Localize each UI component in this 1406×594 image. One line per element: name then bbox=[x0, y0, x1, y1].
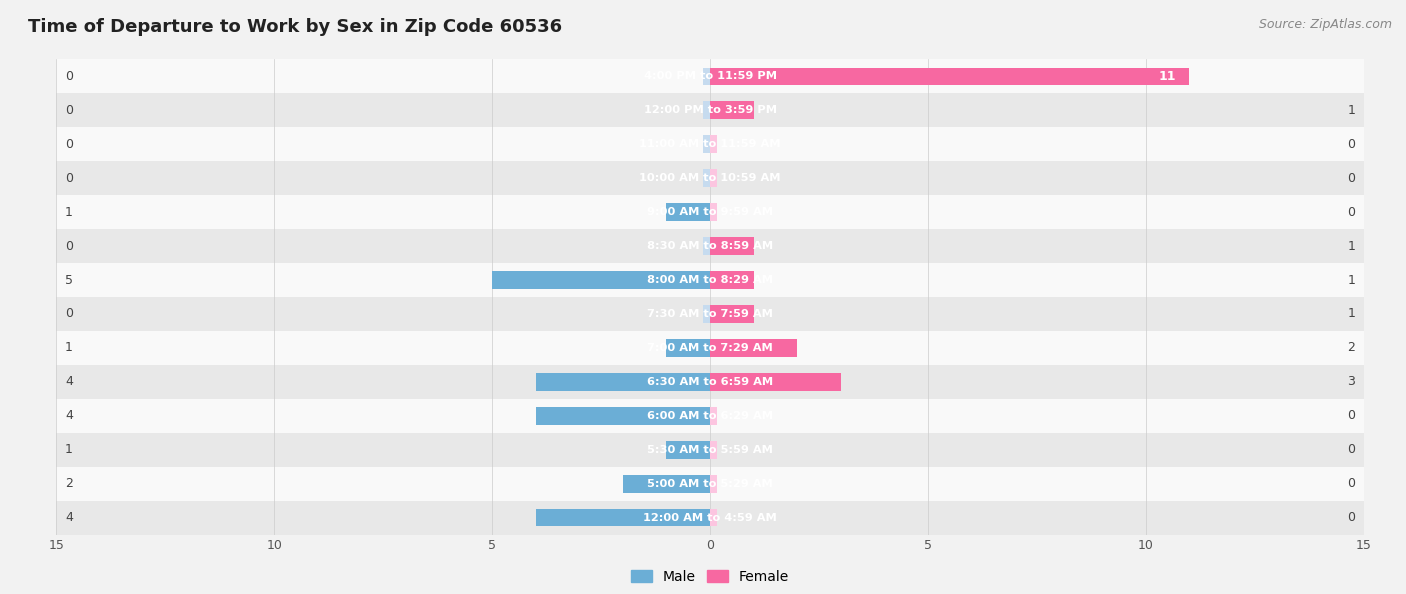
Text: 0: 0 bbox=[65, 70, 73, 83]
Bar bbox=[666, 339, 710, 357]
Bar bbox=[56, 297, 1364, 331]
Text: 0: 0 bbox=[1347, 443, 1355, 456]
Bar bbox=[492, 271, 710, 289]
Text: 0: 0 bbox=[65, 239, 73, 252]
Bar bbox=[710, 169, 717, 187]
Text: 0: 0 bbox=[1347, 511, 1355, 524]
Bar bbox=[56, 229, 1364, 263]
Bar bbox=[56, 161, 1364, 195]
Bar bbox=[56, 59, 1364, 93]
Text: 1: 1 bbox=[1347, 104, 1355, 117]
Bar bbox=[710, 475, 717, 492]
Bar bbox=[666, 441, 710, 459]
Bar bbox=[710, 271, 754, 289]
Text: 2: 2 bbox=[1347, 342, 1355, 355]
Text: 0: 0 bbox=[65, 138, 73, 151]
Bar bbox=[703, 135, 710, 153]
Text: 6:30 AM to 6:59 AM: 6:30 AM to 6:59 AM bbox=[647, 377, 773, 387]
Bar bbox=[710, 135, 717, 153]
Bar bbox=[623, 475, 710, 492]
Text: 5: 5 bbox=[65, 273, 73, 286]
Text: 0: 0 bbox=[1347, 409, 1355, 422]
Text: Source: ZipAtlas.com: Source: ZipAtlas.com bbox=[1258, 18, 1392, 31]
Bar bbox=[56, 195, 1364, 229]
Text: 0: 0 bbox=[65, 308, 73, 321]
Bar bbox=[536, 509, 710, 526]
Text: 1: 1 bbox=[65, 206, 73, 219]
Legend: Male, Female: Male, Female bbox=[626, 564, 794, 589]
Text: 1: 1 bbox=[1347, 239, 1355, 252]
Text: 7:30 AM to 7:59 AM: 7:30 AM to 7:59 AM bbox=[647, 309, 773, 319]
Text: 1: 1 bbox=[1347, 273, 1355, 286]
Text: 1: 1 bbox=[65, 342, 73, 355]
Text: 1: 1 bbox=[65, 443, 73, 456]
Bar bbox=[56, 501, 1364, 535]
Text: 3: 3 bbox=[1347, 375, 1355, 388]
Bar bbox=[56, 399, 1364, 433]
Text: 11:00 AM to 11:59 AM: 11:00 AM to 11:59 AM bbox=[640, 139, 780, 149]
Text: 0: 0 bbox=[65, 172, 73, 185]
Bar bbox=[56, 365, 1364, 399]
Text: 0: 0 bbox=[1347, 172, 1355, 185]
Text: 0: 0 bbox=[1347, 138, 1355, 151]
Bar bbox=[703, 169, 710, 187]
Text: 5:30 AM to 5:59 AM: 5:30 AM to 5:59 AM bbox=[647, 445, 773, 455]
Text: 8:30 AM to 8:59 AM: 8:30 AM to 8:59 AM bbox=[647, 241, 773, 251]
Text: 4:00 PM to 11:59 PM: 4:00 PM to 11:59 PM bbox=[644, 71, 776, 81]
Bar bbox=[56, 467, 1364, 501]
Text: 8:00 AM to 8:29 AM: 8:00 AM to 8:29 AM bbox=[647, 275, 773, 285]
Text: 4: 4 bbox=[65, 409, 73, 422]
Bar bbox=[56, 263, 1364, 297]
Text: 4: 4 bbox=[65, 375, 73, 388]
Bar bbox=[666, 203, 710, 221]
Bar bbox=[710, 237, 754, 255]
Bar bbox=[56, 127, 1364, 161]
Text: 6:00 AM to 6:29 AM: 6:00 AM to 6:29 AM bbox=[647, 411, 773, 421]
Bar bbox=[710, 203, 717, 221]
Text: 5:00 AM to 5:29 AM: 5:00 AM to 5:29 AM bbox=[647, 479, 773, 489]
Text: 9:00 AM to 9:59 AM: 9:00 AM to 9:59 AM bbox=[647, 207, 773, 217]
Bar bbox=[710, 305, 754, 323]
Text: 12:00 AM to 4:59 AM: 12:00 AM to 4:59 AM bbox=[643, 513, 778, 523]
Text: 10:00 AM to 10:59 AM: 10:00 AM to 10:59 AM bbox=[640, 173, 780, 183]
Bar bbox=[56, 331, 1364, 365]
Text: 0: 0 bbox=[65, 104, 73, 117]
Text: 0: 0 bbox=[1347, 477, 1355, 490]
Bar bbox=[710, 68, 1189, 85]
Bar bbox=[710, 441, 717, 459]
Text: 11: 11 bbox=[1159, 70, 1177, 83]
Text: 7:00 AM to 7:29 AM: 7:00 AM to 7:29 AM bbox=[647, 343, 773, 353]
Text: 2: 2 bbox=[65, 477, 73, 490]
Bar bbox=[703, 102, 710, 119]
Bar bbox=[536, 407, 710, 425]
Bar bbox=[710, 102, 754, 119]
Text: 0: 0 bbox=[1347, 206, 1355, 219]
Bar bbox=[536, 373, 710, 391]
Bar bbox=[703, 237, 710, 255]
Bar bbox=[703, 305, 710, 323]
Bar bbox=[710, 407, 717, 425]
Bar bbox=[710, 373, 841, 391]
Bar bbox=[710, 339, 797, 357]
Bar bbox=[703, 68, 710, 85]
Bar bbox=[56, 433, 1364, 467]
Text: 1: 1 bbox=[1347, 308, 1355, 321]
Text: 4: 4 bbox=[65, 511, 73, 524]
Text: Time of Departure to Work by Sex in Zip Code 60536: Time of Departure to Work by Sex in Zip … bbox=[28, 18, 562, 36]
Bar bbox=[710, 509, 717, 526]
Text: 12:00 PM to 3:59 PM: 12:00 PM to 3:59 PM bbox=[644, 105, 776, 115]
Bar bbox=[56, 93, 1364, 127]
